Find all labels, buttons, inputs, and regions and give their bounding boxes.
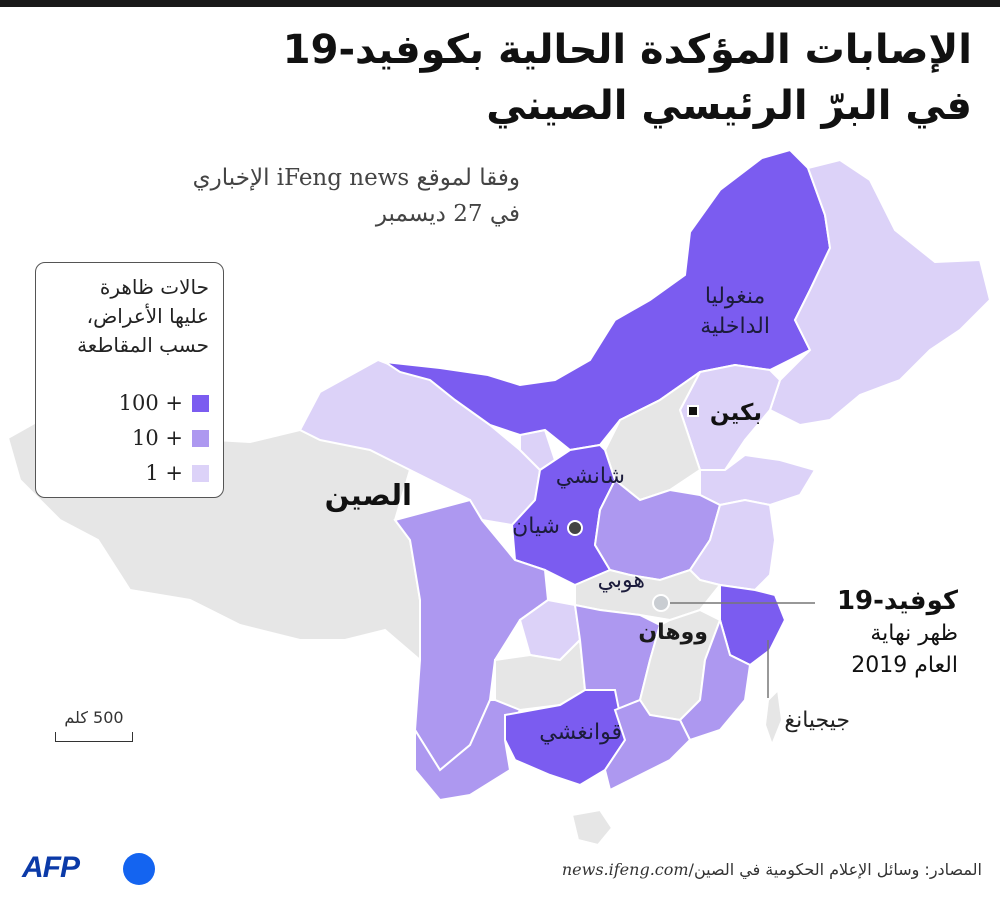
source-credit: المصادر: وسائل الإعلام الحكومية في الصين… xyxy=(382,860,982,879)
source-prefix: المصادر: وسائل الإعلام الحكومية في الصين… xyxy=(688,860,982,879)
label-china: الصين xyxy=(324,478,412,512)
label-inner-mongolia-line-2: الداخلية xyxy=(700,314,770,339)
legend-label-1: 1 + xyxy=(145,461,183,485)
legend-title-line-2: عليها الأعراض، xyxy=(86,304,209,328)
scale-label: 500 كلم xyxy=(64,708,124,727)
legend-item-10: 10 + xyxy=(49,426,209,450)
legend-label-10: 10 + xyxy=(132,426,183,450)
covid-note: كوفيد-19 ظهر نهاية العام 2019 xyxy=(788,584,958,682)
legend-item-1: 1 + xyxy=(49,461,209,485)
legend-title-line-1: حالات ظاهرة xyxy=(99,275,209,299)
label-guangxi: قوانغشي xyxy=(539,720,622,745)
source-url: news.ifeng.com xyxy=(561,860,689,879)
subtitle-line-2: في 27 ديسمبر xyxy=(375,201,520,227)
beijing-marker xyxy=(687,405,699,417)
label-beijing: بكين xyxy=(709,400,762,426)
covid-note-line-2: العام 2019 xyxy=(851,653,958,678)
top-bar xyxy=(0,0,1000,7)
legend-label-100: 100 + xyxy=(118,391,183,415)
afp-logo: AFP xyxy=(22,848,155,888)
region-taiwan xyxy=(763,687,784,748)
region-guangdong xyxy=(603,698,692,792)
region-heilongjiang-jilin-liaoning xyxy=(768,158,992,427)
covid-note-heading: كوفيد-19 xyxy=(836,586,958,616)
subtitle-line-1: وفقا لموقع iFeng news الإخباري xyxy=(192,165,520,191)
subtitle: وفقا لموقع iFeng news الإخباري في 27 ديس… xyxy=(60,160,520,232)
afp-logo-text: AFP xyxy=(22,851,80,884)
covid-note-line-1: ظهر نهاية xyxy=(870,621,958,646)
region-fujian xyxy=(678,616,752,742)
scale-bar: 500 كلم xyxy=(55,708,133,742)
legend-item-100: 100 + xyxy=(49,391,209,415)
legend-swatch-100 xyxy=(192,395,209,412)
label-hubei: هوبي xyxy=(597,568,645,593)
legend-swatch-1 xyxy=(192,465,209,482)
label-zhejiang: جيجيانغ xyxy=(784,708,850,733)
legend-title: حالات ظاهرة عليها الأعراض، حسب المقاطعة xyxy=(39,273,209,360)
legend-swatch-10 xyxy=(192,430,209,447)
page-title: الإصابات المؤكدة الحالية بكوفيد-19 في ال… xyxy=(72,22,972,134)
label-xian: شيان xyxy=(512,514,560,539)
title-line-2: في البرّ الرئيسي الصيني xyxy=(486,83,972,129)
region-hainan xyxy=(570,808,614,847)
label-inner-mongolia: منغوليا الداخلية xyxy=(700,282,770,342)
scale-line xyxy=(55,732,133,742)
region-sichuan xyxy=(393,498,550,772)
label-inner-mongolia-line-1: منغوليا xyxy=(704,284,766,309)
afp-logo-dot xyxy=(123,853,155,885)
xian-marker xyxy=(567,520,583,536)
title-line-1: الإصابات المؤكدة الحالية بكوفيد-19 xyxy=(282,27,972,73)
label-wuhan: ووهان xyxy=(638,620,708,645)
wuhan-marker xyxy=(652,594,670,612)
legend-title-line-3: حسب المقاطعة xyxy=(77,333,209,357)
label-shanxi: شانشي xyxy=(555,464,625,489)
legend: حالات ظاهرة عليها الأعراض، حسب المقاطعة … xyxy=(35,262,224,498)
